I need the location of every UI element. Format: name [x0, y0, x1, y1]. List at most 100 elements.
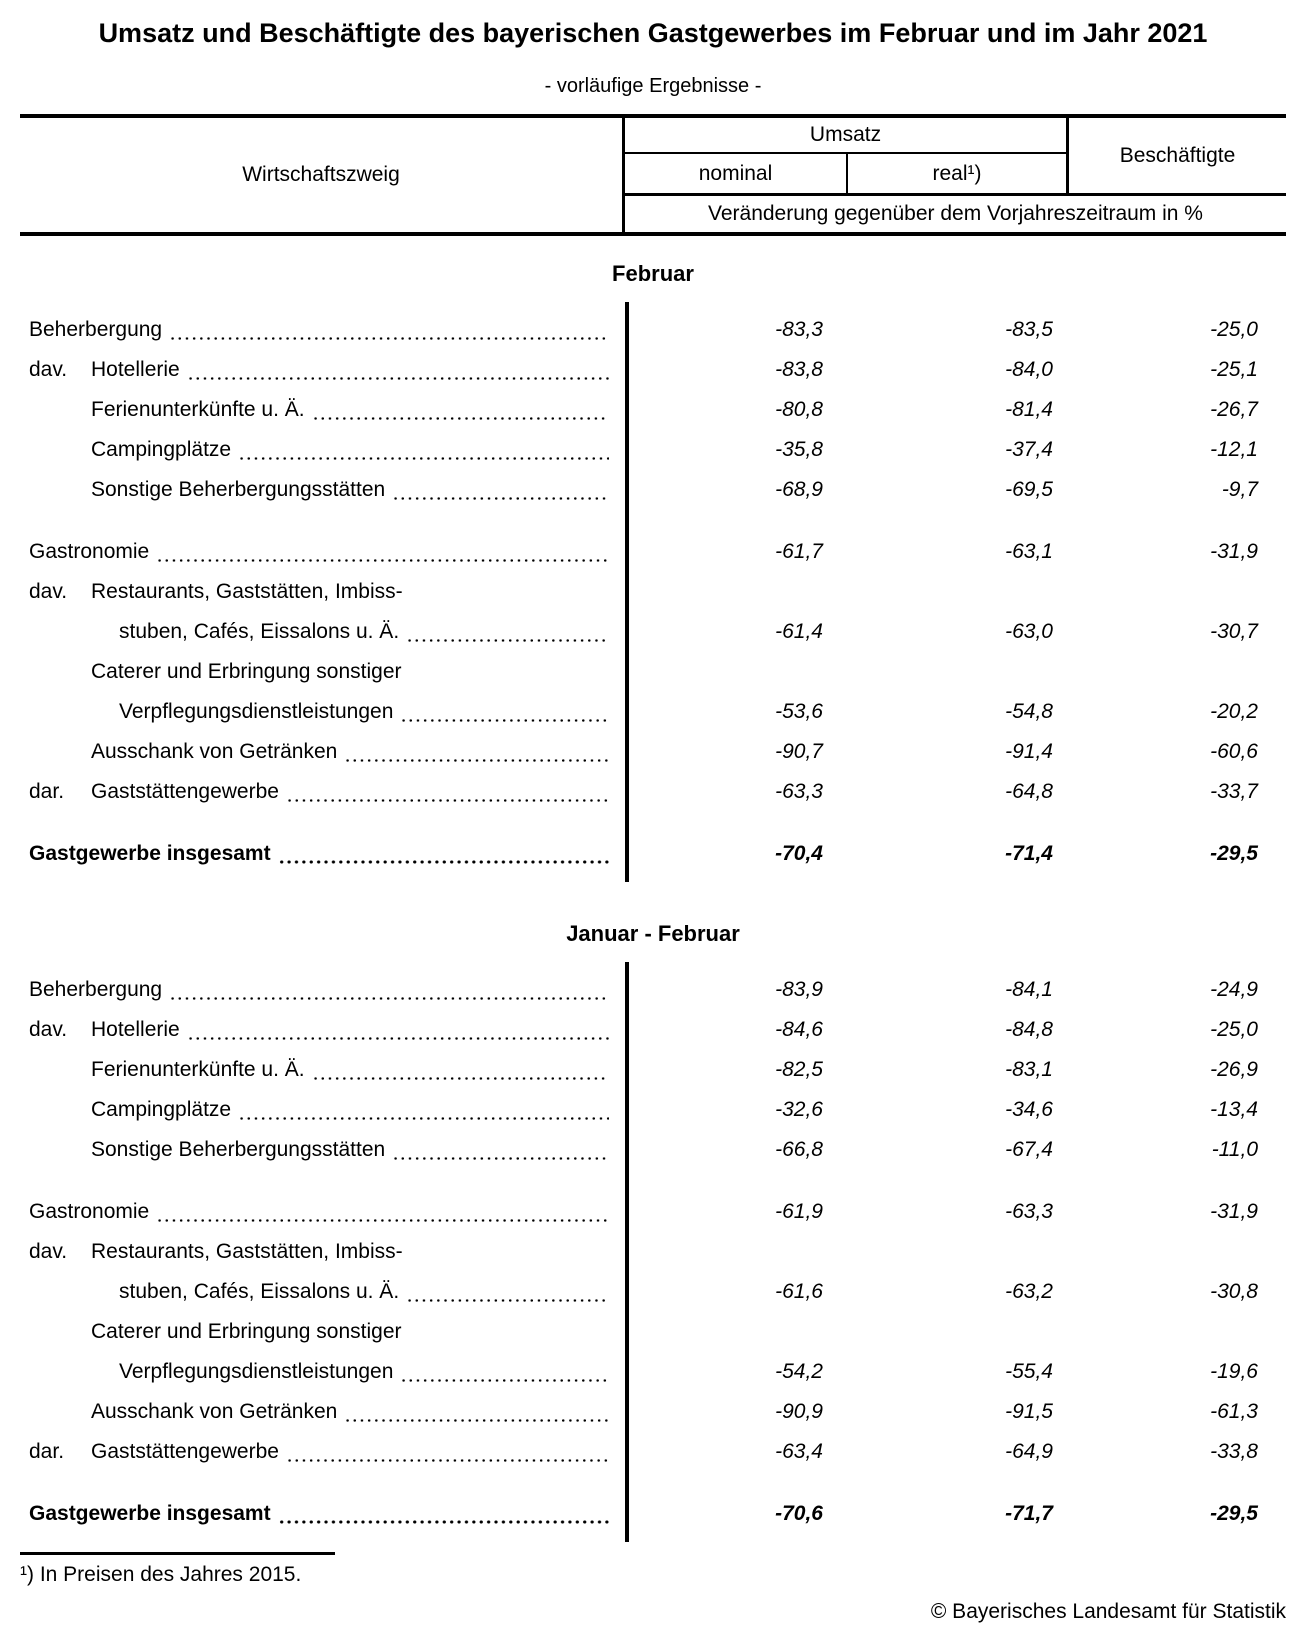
row-label-cell: Ausschank von Getränken — [20, 1392, 625, 1432]
footnote-divider — [20, 1552, 335, 1555]
table-row: Campingplätze -32,6 -34,6 -13,4 — [20, 1090, 1286, 1130]
row-label: Ausschank von Getränken — [91, 1400, 338, 1423]
value-beschaeftigte: -31,9 — [1210, 1200, 1258, 1223]
value-beschaeftigte: -9,7 — [1221, 478, 1258, 501]
statistics-table: Wirtschaftszweig Umsatz Beschäftigte nom… — [20, 114, 1286, 1542]
table-row: Ferienunterkünfte u. Ä. -82,5 -83,1 -26,… — [20, 1050, 1286, 1090]
dot-leader — [400, 692, 609, 732]
dot-leader — [285, 1432, 609, 1472]
table-row: stuben, Cafés, Eissalons u. Ä. -61,6 -63… — [20, 1272, 1286, 1312]
row-label: stuben, Cafés, Eissalons u. Ä. — [119, 1280, 400, 1303]
table-section: Februar Beherbergung -83,3 -83,5 -25,0 d… — [20, 260, 1286, 882]
dot-leader — [186, 350, 609, 390]
value-beschaeftigte — [1066, 1232, 1286, 1272]
row-label: Gastronomie — [29, 1200, 150, 1223]
value-nominal: -61,7 — [775, 540, 823, 563]
value-real — [848, 1232, 1066, 1272]
row-label: Caterer und Erbringung sonstiger — [91, 1320, 402, 1343]
row-label: Caterer und Erbringung sonstiger — [91, 660, 402, 683]
dot-leader — [392, 1130, 609, 1170]
dot-leader — [156, 532, 609, 572]
row-label-cell: Ausschank von Getränken — [20, 732, 625, 772]
table-row: Gastronomie -61,9 -63,3 -31,9 — [20, 1192, 1286, 1232]
value-real: -71,7 — [1005, 1502, 1053, 1525]
row-label-cell: Campingplätze — [20, 430, 625, 470]
value-nominal: -70,4 — [775, 842, 823, 865]
section-rows: Beherbergung -83,9 -84,1 -24,9 dav. Hote… — [20, 962, 1286, 1542]
row-label: Sonstige Beherbergungsstätten — [91, 478, 386, 501]
value-real: -34,6 — [1005, 1098, 1053, 1121]
value-beschaeftigte: -12,1 — [1210, 438, 1258, 461]
dot-leader — [277, 1494, 609, 1534]
table-row: Ausschank von Getränken -90,9 -91,5 -61,… — [20, 1392, 1286, 1432]
dot-leader — [344, 732, 609, 772]
row-label-cell: Verpflegungsdienstleistungen — [20, 1352, 625, 1392]
value-real: -91,5 — [1005, 1400, 1053, 1423]
row-label: Gastronomie — [29, 540, 150, 563]
table-row: Sonstige Beherbergungsstätten -66,8 -67,… — [20, 1130, 1286, 1170]
row-label: Gastgewerbe insgesamt — [29, 1502, 271, 1525]
row-label: Gaststättengewerbe — [91, 1440, 279, 1463]
value-real: -67,4 — [1005, 1138, 1053, 1161]
dot-leader — [285, 772, 609, 812]
value-beschaeftigte: -11,0 — [1211, 1138, 1258, 1161]
row-label: stuben, Cafés, Eissalons u. Ä. — [119, 620, 400, 643]
row-label: Ferienunterkünfte u. Ä. — [91, 1058, 305, 1081]
table-row: Sonstige Beherbergungsstätten -68,9 -69,… — [20, 470, 1286, 510]
table-row: dav. Hotellerie -84,6 -84,8 -25,0 — [20, 1010, 1286, 1050]
row-label-cell: Gastgewerbe insgesamt — [20, 1494, 625, 1534]
table-row: Gastgewerbe insgesamt -70,6 -71,7 -29,5 — [20, 1494, 1286, 1534]
row-label-cell: Gastgewerbe insgesamt — [20, 834, 625, 874]
section-heading: Februar — [612, 261, 694, 286]
value-real: -63,0 — [1005, 620, 1053, 643]
value-real — [848, 572, 1066, 612]
value-beschaeftigte: -13,4 — [1210, 1098, 1258, 1121]
row-label-cell: Sonstige Beherbergungsstätten — [20, 1130, 625, 1170]
row-label: Ausschank von Getränken — [91, 740, 338, 763]
table-row: Caterer und Erbringung sonstiger — [20, 652, 1286, 692]
table-row: Gastgewerbe insgesamt -70,4 -71,4 -29,5 — [20, 834, 1286, 874]
table-row: dar. Gaststättengewerbe -63,3 -64,8 -33,… — [20, 772, 1286, 812]
table-row: Caterer und Erbringung sonstiger — [20, 1312, 1286, 1352]
dot-leader — [238, 1090, 609, 1130]
dot-leader — [400, 1352, 609, 1392]
column-divider-line — [625, 302, 629, 882]
dot-leader — [344, 1392, 609, 1432]
col-header-change-note: Veränderung gegenüber dem Vorjahreszeitr… — [708, 202, 1203, 225]
dot-leader — [392, 470, 609, 510]
row-label: Campingplätze — [91, 438, 232, 461]
value-beschaeftigte: -25,0 — [1210, 318, 1258, 341]
row-label-cell: Beherbergung — [20, 970, 625, 1010]
row-label-cell: dav. Restaurants, Gaststätten, Imbiss- — [20, 1232, 625, 1272]
row-label-cell: dar. Gaststättengewerbe — [20, 1432, 625, 1472]
value-beschaeftigte: -25,1 — [1210, 358, 1258, 381]
dot-leader — [169, 310, 609, 350]
value-nominal: -83,8 — [775, 358, 823, 381]
table-row: Verpflegungsdienstleistungen -53,6 -54,8… — [20, 692, 1286, 732]
table-row: dav. Restaurants, Gaststätten, Imbiss- — [20, 572, 1286, 612]
value-beschaeftigte: -20,2 — [1210, 700, 1258, 723]
value-real: -63,3 — [1005, 1200, 1053, 1223]
value-nominal: -61,6 — [775, 1280, 823, 1303]
section-rows: Beherbergung -83,3 -83,5 -25,0 dav. Hote… — [20, 302, 1286, 882]
table-row: Verpflegungsdienstleistungen -54,2 -55,4… — [20, 1352, 1286, 1392]
dot-leader — [238, 430, 609, 470]
value-beschaeftigte — [1066, 1312, 1286, 1352]
row-label-cell: stuben, Cafés, Eissalons u. Ä. — [20, 1272, 625, 1312]
row-label: Campingplätze — [91, 1098, 232, 1121]
value-nominal: -63,4 — [775, 1440, 823, 1463]
value-beschaeftigte: -29,5 — [1210, 1502, 1258, 1525]
table-section: Januar - Februar Beherbergung -83,9 -84,… — [20, 920, 1286, 1542]
value-real: -54,8 — [1005, 700, 1053, 723]
dot-leader — [311, 390, 609, 430]
value-nominal: -90,7 — [775, 740, 823, 763]
row-label-cell: stuben, Cafés, Eissalons u. Ä. — [20, 612, 625, 652]
value-real: -83,1 — [1005, 1058, 1053, 1081]
table-row: Gastronomie -61,7 -63,1 -31,9 — [20, 532, 1286, 572]
table-body: Februar Beherbergung -83,3 -83,5 -25,0 d… — [20, 260, 1286, 1542]
value-nominal: -61,4 — [775, 620, 823, 643]
value-nominal — [625, 572, 848, 612]
row-label-cell: Beherbergung — [20, 310, 625, 350]
value-nominal: -32,6 — [775, 1098, 823, 1121]
value-real: -64,8 — [1005, 780, 1053, 803]
